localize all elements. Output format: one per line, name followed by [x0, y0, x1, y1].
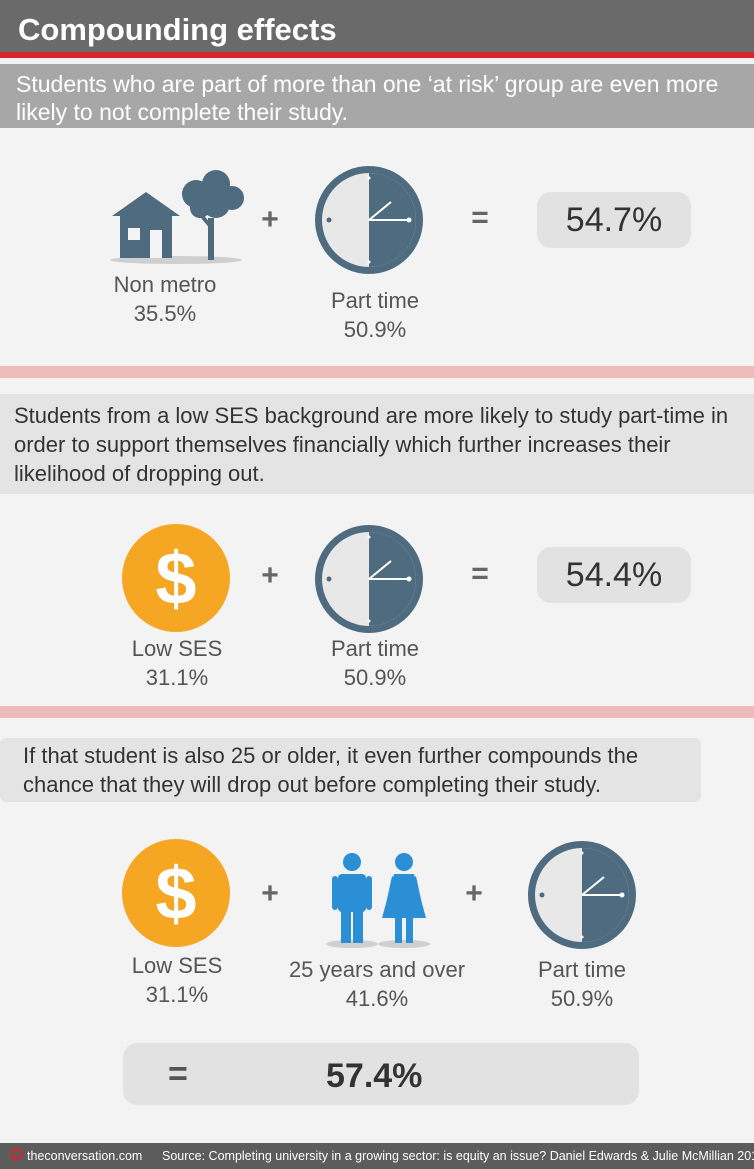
- svg-text:$: $: [155, 537, 196, 620]
- plus-sign: +: [261, 203, 279, 236]
- intro-text: Students who are part of more than one ‘…: [16, 71, 719, 125]
- low-ses-value: 31.1%: [145, 665, 209, 690]
- low-ses-label: Low SES: [131, 953, 223, 978]
- page-title: Compounding effects: [18, 12, 337, 47]
- age-label: 25 years and over: [288, 957, 466, 982]
- footer-source: Source: Completing university in a growi…: [162, 1149, 754, 1163]
- age-value: 41.6%: [345, 986, 409, 1011]
- clock-icon: [524, 837, 640, 953]
- explanation-box: [0, 394, 754, 494]
- plus-sign: +: [261, 559, 279, 592]
- part-time-label: Part time: [330, 636, 420, 661]
- people-icon: [322, 852, 432, 950]
- section-divider: [0, 706, 754, 718]
- result-value: 54.7%: [537, 192, 691, 248]
- non-metro-value: 35.5%: [133, 301, 197, 326]
- clock-icon: [311, 162, 427, 278]
- dollar-coin-icon: $: [122, 524, 230, 632]
- dollar-coin-icon: $: [122, 839, 230, 947]
- part-time-value: 50.9%: [343, 665, 407, 690]
- title-bar: [0, 0, 754, 58]
- footer-brand[interactable]: theconversation.com: [27, 1149, 143, 1163]
- non-metro-label: Non metro: [113, 272, 217, 297]
- conversation-logo-icon: [10, 1148, 24, 1162]
- plus-sign: +: [465, 877, 483, 910]
- final-result-value: 57.4%: [326, 1057, 423, 1095]
- intro-banner: [0, 64, 754, 128]
- footer: theconversation.com Source: Completing u…: [0, 1143, 754, 1169]
- equals-sign: =: [168, 1055, 188, 1093]
- clock-icon: [311, 521, 427, 637]
- explanation-box: [0, 738, 701, 802]
- low-ses-value: 31.1%: [145, 982, 209, 1007]
- equals-sign: =: [471, 201, 489, 234]
- low-ses-label: Low SES: [131, 636, 223, 661]
- part-time-value: 50.9%: [550, 986, 614, 1011]
- explanation-text: Students from a low SES background are m…: [14, 403, 729, 486]
- svg-text:$: $: [155, 852, 196, 935]
- section-divider: [0, 366, 754, 378]
- equals-sign: =: [471, 557, 489, 590]
- part-time-label: Part time: [330, 288, 420, 313]
- part-time-value: 50.9%: [343, 317, 407, 342]
- explanation-text: If that student is also 25 or older, it …: [23, 743, 639, 797]
- house-tree-icon: [108, 170, 244, 264]
- part-time-label: Part time: [537, 957, 627, 982]
- plus-sign: +: [261, 877, 279, 910]
- final-result-box: [123, 1043, 639, 1105]
- result-value: 54.4%: [537, 547, 691, 603]
